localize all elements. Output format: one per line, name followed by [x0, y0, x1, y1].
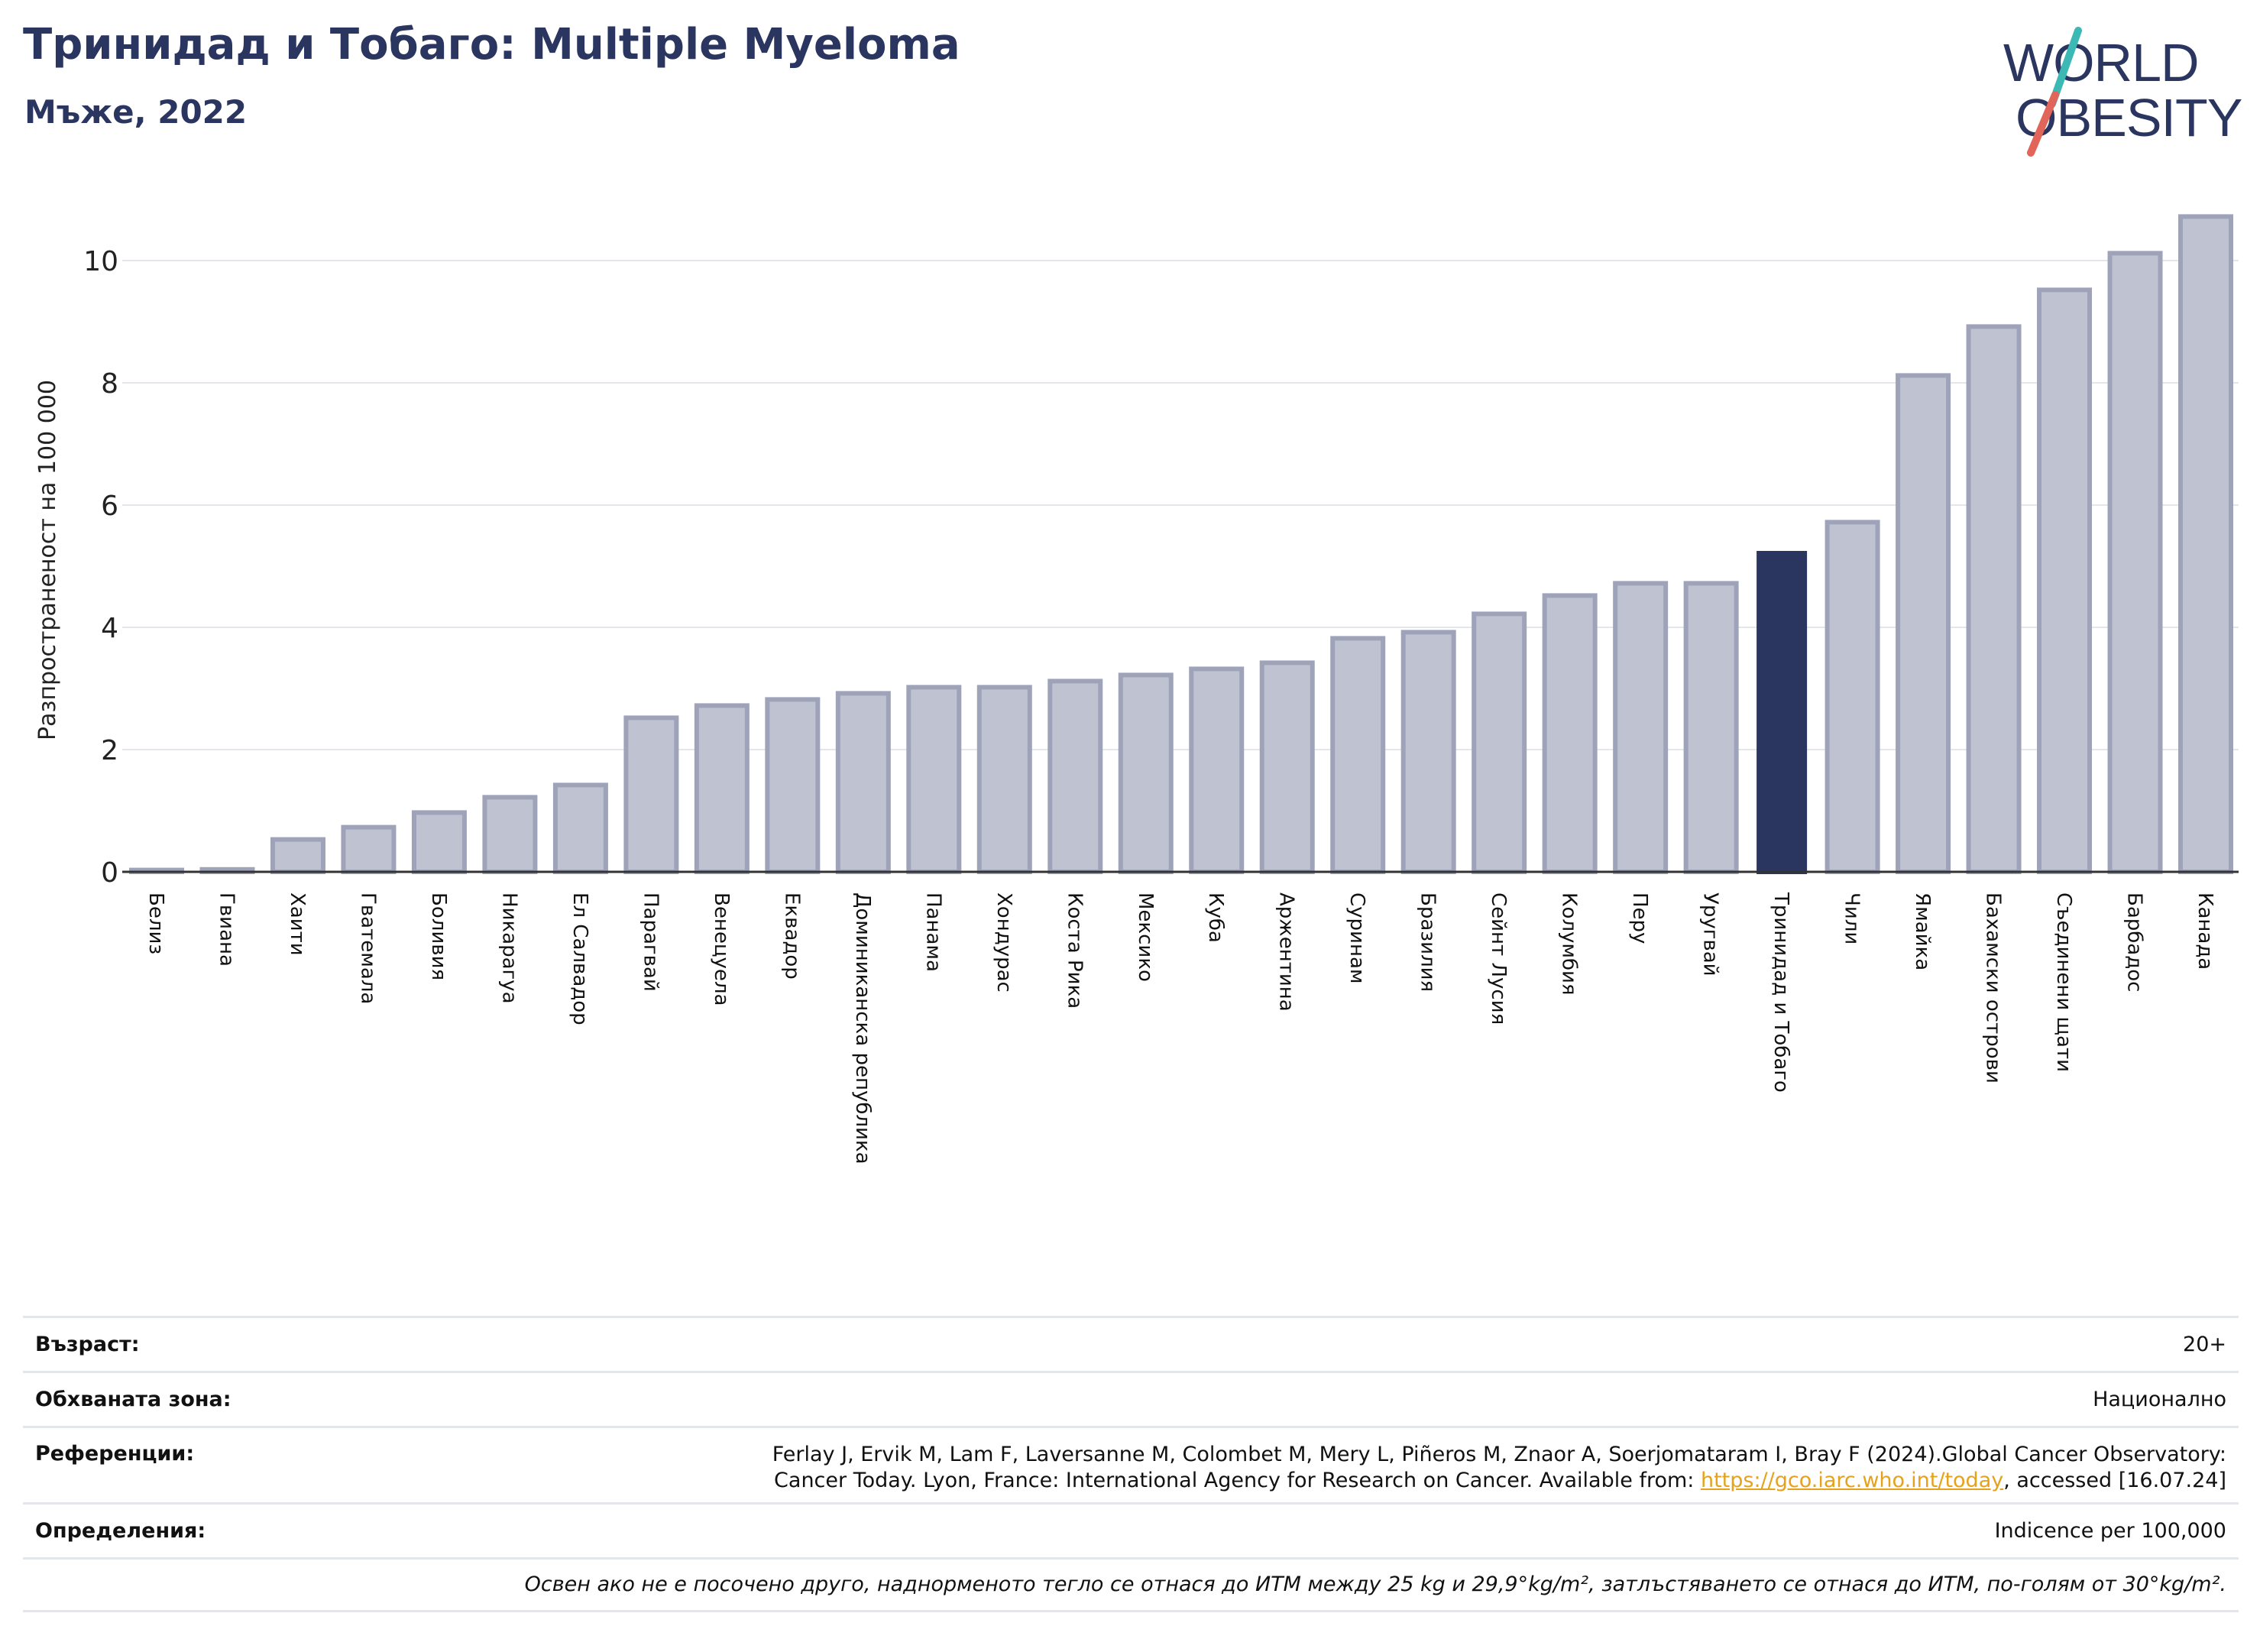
references-line-2-start: Cancer Today. Lyon, France: Internationa…	[774, 1468, 1701, 1492]
bar	[270, 837, 325, 874]
bar	[1259, 660, 1315, 875]
bar	[552, 782, 608, 875]
references-label: Референции:	[35, 1442, 195, 1466]
x-tick-label: Аржентина	[1275, 892, 1298, 1012]
meta-row-definitions: Определения: Indicence per 100,000	[23, 1502, 2239, 1557]
meta-row-footnote: Освен ако не е посочено друго, наднормен…	[23, 1557, 2239, 1612]
references-value: Ferlay J, Ervik M, Lam F, Laversanne M, …	[772, 1442, 2226, 1494]
x-tick-label: Сейнт Лусия	[1487, 892, 1510, 1025]
bar-chart: 0 2 4 6 8 10 Разпространеност на 100 000 Белиз Г…	[34, 214, 2239, 1164]
x-tick-label: Колумбия	[1558, 892, 1581, 996]
bar	[1400, 630, 1456, 875]
page-subtitle: Мъже, 2022	[24, 93, 248, 131]
x-tick-label: Еквадор	[780, 892, 803, 980]
bar	[2178, 214, 2233, 874]
references-line-2-end: , accessed [16.07.24]	[2003, 1468, 2226, 1492]
x-tick-label: Коста Рика	[1063, 892, 1086, 1009]
meta-row-references: Референции: Ferlay J, Ervik M, Lam F, La…	[23, 1426, 2239, 1502]
y-tick-label: 8	[101, 368, 118, 400]
world-obesity-logo: WORLD OBESITY	[2003, 27, 2243, 157]
bar	[1613, 581, 1669, 875]
x-tick-label: Ел Салвадор	[568, 892, 591, 1025]
y-tick-label: 10	[83, 246, 118, 277]
x-tick-label: Хаити	[286, 892, 309, 956]
x-tick-label: Бахамски острови	[1982, 892, 2005, 1084]
x-tick-label: Бразилия	[1417, 892, 1439, 992]
definitions-label: Определения:	[35, 1519, 206, 1543]
bar	[1683, 581, 1739, 875]
y-tick-label: 0	[101, 857, 118, 889]
x-tick-label: Парагвай	[639, 892, 662, 992]
bar-highlight	[1757, 551, 1808, 874]
footnote: Освен ако не е посочено друго, наднормен…	[524, 1573, 2226, 1597]
bar	[765, 697, 821, 875]
meta-row-age: Възраст: 20+	[23, 1316, 2239, 1371]
x-tick-label: Суринам	[1345, 892, 1368, 984]
bar	[694, 703, 750, 875]
bar	[1896, 373, 1951, 874]
x-tick-label: Доминиканска република	[851, 892, 874, 1164]
x-tick-label: Съединени щати	[2052, 892, 2075, 1072]
x-tick-label: Канада	[2194, 892, 2216, 970]
bar	[1047, 679, 1103, 875]
x-tick-label: Куба	[1204, 892, 1227, 943]
age-value: 20+	[2183, 1332, 2226, 1356]
x-tick-label: Уругвай	[1699, 892, 1722, 977]
bar	[482, 795, 538, 875]
x-tick-label: Хондурас	[992, 892, 1015, 993]
bar	[1966, 324, 2022, 874]
bar	[341, 824, 397, 874]
x-tick-label: Панама	[921, 892, 944, 972]
x-tick-label: Никарагуа	[497, 892, 520, 1004]
y-tick-label: 6	[101, 491, 118, 522]
x-tick-label: Белиз	[144, 892, 167, 954]
bar	[1472, 611, 1527, 875]
bar	[2037, 287, 2093, 874]
logo-slash-red	[2027, 91, 2059, 157]
x-tick-label: Мексико	[1134, 892, 1157, 982]
x-tick-label: Барбадос	[2123, 892, 2146, 992]
bar	[835, 691, 891, 875]
bar	[1118, 672, 1174, 875]
logo-word-world: WORLD	[2003, 33, 2199, 92]
y-tick-label: 2	[101, 735, 118, 766]
bar	[1542, 593, 1598, 875]
references-link[interactable]: https://gco.iarc.who.int/today	[1700, 1468, 2004, 1492]
bar	[1189, 666, 1245, 875]
meta-row-coverage: Обхваната зона: Национално	[23, 1371, 2239, 1426]
x-tick-label: Гвиана	[215, 892, 238, 967]
bar	[976, 685, 1032, 875]
x-tick-label: Гватемала	[356, 892, 379, 1004]
references-line-1: Ferlay J, Ervik M, Lam F, Laversanne M, …	[772, 1443, 2226, 1466]
bar	[1330, 636, 1386, 875]
bar	[1825, 520, 1880, 875]
x-tick-label: Ямайка	[1911, 892, 1934, 970]
coverage-label: Обхваната зона:	[35, 1388, 232, 1411]
bar	[411, 810, 467, 875]
y-tick-label: 4	[101, 613, 118, 644]
x-tick-label: Чили	[1841, 892, 1863, 944]
x-tick-label: Венецуела	[710, 892, 733, 1006]
bar	[2107, 251, 2163, 874]
x-tick-label: Перу	[1628, 892, 1651, 944]
page-title: Тринидад и Тобаго: Multiple Myeloma	[23, 20, 960, 70]
metadata-table: Възраст: 20+ Обхваната зона: Национално …	[23, 1316, 2239, 1612]
x-tick-label: Боливия	[427, 892, 450, 980]
age-label: Възраст:	[35, 1333, 140, 1356]
x-tick-label: Тринидад и Тобаго	[1769, 892, 1792, 1093]
bar	[906, 685, 962, 875]
y-axis-label: Разпространеност на 100 000	[34, 380, 61, 740]
bar	[623, 715, 679, 875]
definitions-value: Indicence per 100,000	[1994, 1518, 2226, 1543]
coverage-value: Национално	[2093, 1387, 2226, 1411]
